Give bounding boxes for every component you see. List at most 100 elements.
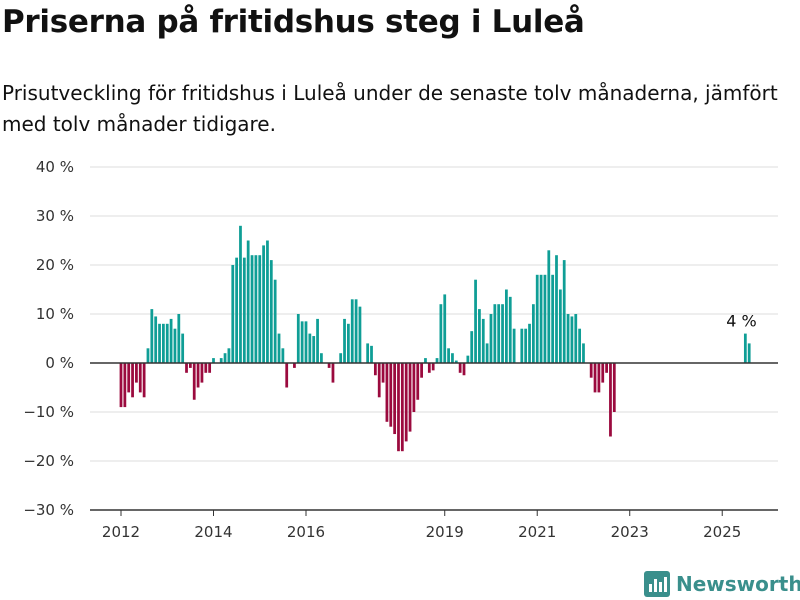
- bar-chart-logo-icon: [644, 571, 670, 597]
- bar: [451, 353, 454, 363]
- bar: [508, 296, 512, 363]
- bar: [443, 294, 447, 363]
- bar: [489, 314, 493, 363]
- bar: [273, 279, 277, 363]
- bar: [173, 328, 177, 363]
- bar: [177, 314, 181, 363]
- chart-title: Priserna på fritidshus steg i Luleå: [2, 4, 585, 40]
- y-tick-label: −10 %: [23, 403, 74, 421]
- bar: [570, 316, 574, 363]
- bar: [158, 323, 161, 363]
- bar: [605, 363, 608, 373]
- bar: [227, 348, 231, 363]
- bar: [231, 265, 235, 363]
- bar: [493, 304, 497, 363]
- bar: [439, 304, 443, 363]
- bar: [119, 363, 123, 408]
- bar: [181, 333, 185, 363]
- bar: [308, 333, 312, 363]
- bar: [547, 250, 551, 363]
- y-tick-label: 10 %: [36, 305, 74, 323]
- bar: [524, 328, 528, 363]
- bar: [223, 353, 227, 363]
- bar: [138, 363, 142, 393]
- bar: [277, 333, 281, 363]
- bar: [331, 363, 335, 383]
- bar: [501, 304, 504, 363]
- bar: [343, 318, 346, 363]
- bar: [408, 363, 412, 432]
- latest-value-annotation: 4 %: [726, 311, 756, 330]
- bar: [543, 274, 547, 363]
- bar: [462, 363, 466, 376]
- bar: [373, 363, 377, 376]
- bar: [350, 299, 354, 363]
- bar: [250, 255, 254, 363]
- bar: [269, 260, 273, 363]
- bar: [165, 323, 169, 363]
- bar: [196, 363, 200, 388]
- bar: [393, 363, 397, 435]
- bar: [239, 225, 242, 363]
- bar: [535, 274, 539, 363]
- bar: [354, 299, 358, 363]
- bar: [377, 363, 381, 398]
- bar: [593, 363, 597, 393]
- bar: [601, 363, 605, 383]
- bar: [300, 321, 304, 363]
- bar: [566, 314, 570, 363]
- bar: [304, 321, 308, 363]
- x-tick-label: 2023: [611, 523, 649, 541]
- bar: [470, 331, 474, 363]
- y-tick-label: 0 %: [45, 354, 74, 372]
- bar: [551, 274, 555, 363]
- x-tick-label: 2019: [426, 523, 464, 541]
- bar: [366, 343, 370, 363]
- bar: [200, 363, 204, 383]
- bar: [458, 363, 462, 373]
- bar: [497, 304, 501, 363]
- bar: [254, 255, 258, 363]
- x-tick-label: 2025: [703, 523, 741, 541]
- bar: [185, 363, 188, 373]
- bar: [528, 323, 531, 363]
- bar: [262, 245, 265, 363]
- bar: [539, 274, 543, 363]
- bar: [474, 279, 477, 363]
- bar: [246, 240, 250, 363]
- bar: [520, 328, 524, 363]
- bar: [562, 260, 566, 363]
- bar: [316, 318, 319, 363]
- bar: [192, 363, 196, 400]
- bar: [389, 363, 393, 427]
- bar: [558, 289, 562, 363]
- bar: [123, 363, 127, 408]
- bar: [612, 363, 616, 412]
- bar: [381, 363, 385, 383]
- bar: [747, 343, 751, 363]
- x-tick-label: 2012: [102, 523, 140, 541]
- bar: [339, 353, 343, 363]
- bar: [582, 343, 585, 363]
- bar: [266, 240, 269, 363]
- bar: [285, 363, 289, 388]
- bar: [293, 363, 296, 368]
- bar: [512, 328, 516, 363]
- bar: [204, 363, 208, 373]
- bar: [296, 314, 300, 363]
- bar: [162, 323, 165, 363]
- y-tick-label: 30 %: [36, 207, 74, 225]
- bar: [589, 363, 593, 378]
- bar: [208, 363, 212, 373]
- bar: [142, 363, 146, 398]
- bar: [135, 363, 138, 383]
- bar: [420, 363, 423, 378]
- x-tick-label: 2021: [518, 523, 556, 541]
- bar: [412, 363, 416, 412]
- bar: [416, 363, 420, 400]
- bar: [385, 363, 389, 422]
- bar: [320, 353, 323, 363]
- bar: [281, 348, 285, 363]
- bar: [431, 363, 435, 371]
